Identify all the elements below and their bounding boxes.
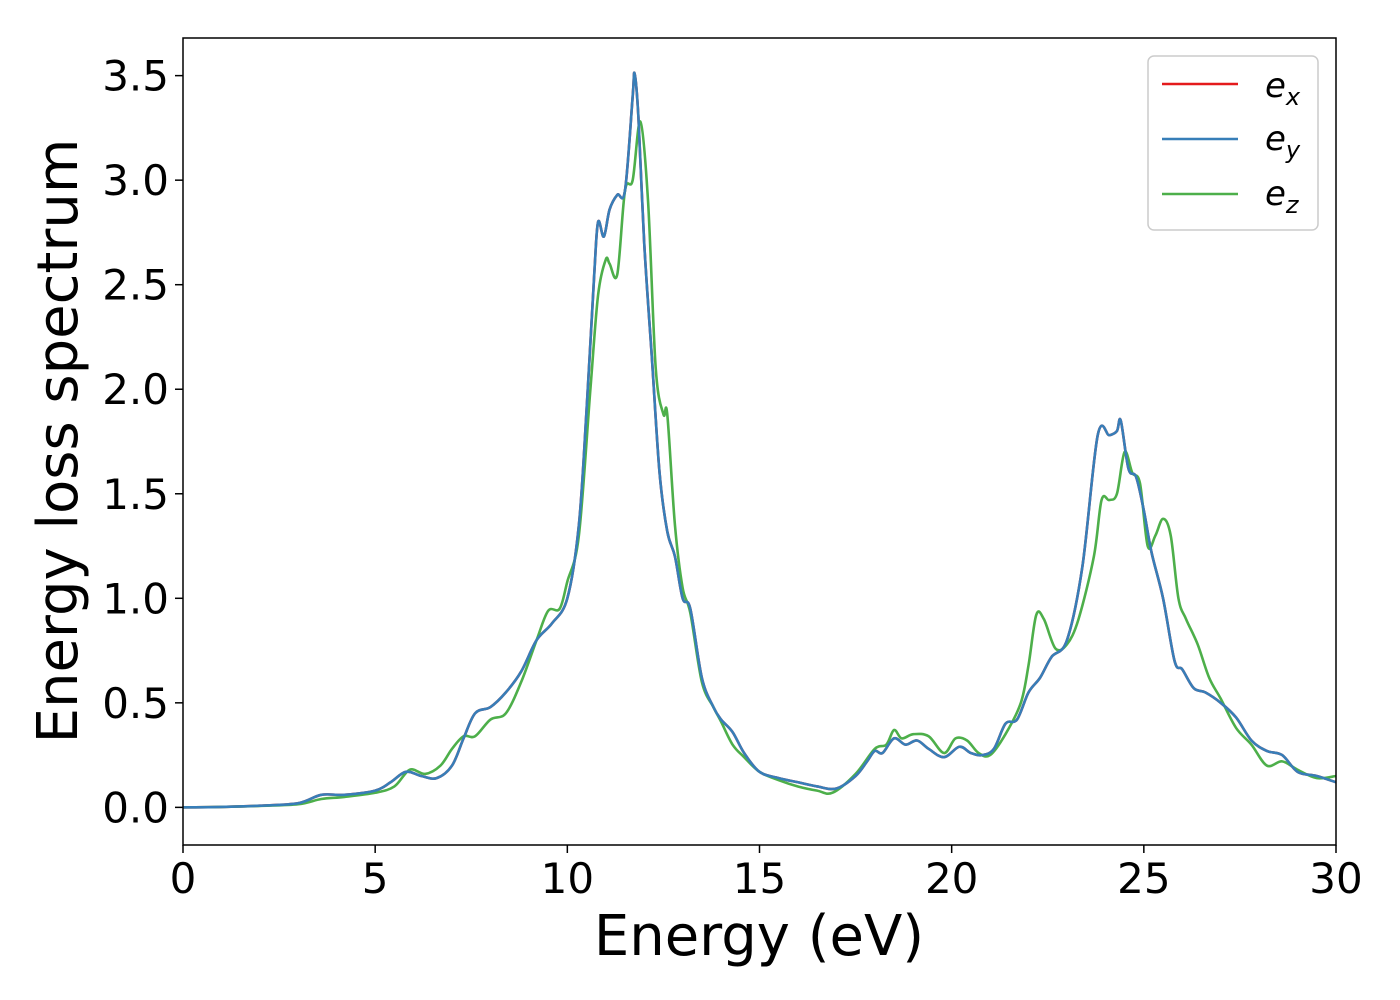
series-line-e-y	[182, 71, 1337, 809]
series-layer	[182, 71, 1337, 809]
y-tick-label: 1.0	[102, 574, 169, 623]
y-tick-label: 0.5	[102, 679, 169, 728]
y-tick-label: 3.0	[102, 156, 169, 205]
legend: ex ey ez	[1147, 55, 1319, 231]
y-tick-label: 3.5	[102, 52, 169, 101]
x-tick-label: 30	[1309, 854, 1362, 903]
legend-box	[1147, 55, 1319, 231]
x-axis-title: Energy (eV)	[594, 904, 924, 969]
series-line-e-z	[182, 120, 1337, 809]
legend-label-ex: ex	[1265, 66, 1301, 111]
legend-label-ez: ez	[1265, 174, 1300, 219]
x-tick-label: 15	[733, 854, 786, 903]
x-tick-label: 5	[362, 854, 389, 903]
y-axis-ticks: 0.0 0.5 1.0 1.5 2.0 2.5 3.0 3.5	[102, 52, 183, 832]
y-tick-label: 1.5	[102, 470, 169, 519]
y-tick-label: 0.0	[102, 783, 169, 832]
plot-area	[183, 38, 1336, 845]
y-tick-label: 2.5	[102, 261, 169, 310]
y-axis-title: Energy loss spectrum	[26, 139, 91, 744]
x-tick-label: 10	[541, 854, 594, 903]
x-tick-label: 0	[170, 854, 197, 903]
x-axis-ticks: 0 5 10 15 20 25 30	[170, 845, 1363, 903]
x-tick-label: 20	[925, 854, 978, 903]
x-tick-label: 25	[1117, 854, 1170, 903]
legend-label-ey: ey	[1265, 119, 1301, 164]
y-tick-label: 2.0	[102, 365, 169, 414]
